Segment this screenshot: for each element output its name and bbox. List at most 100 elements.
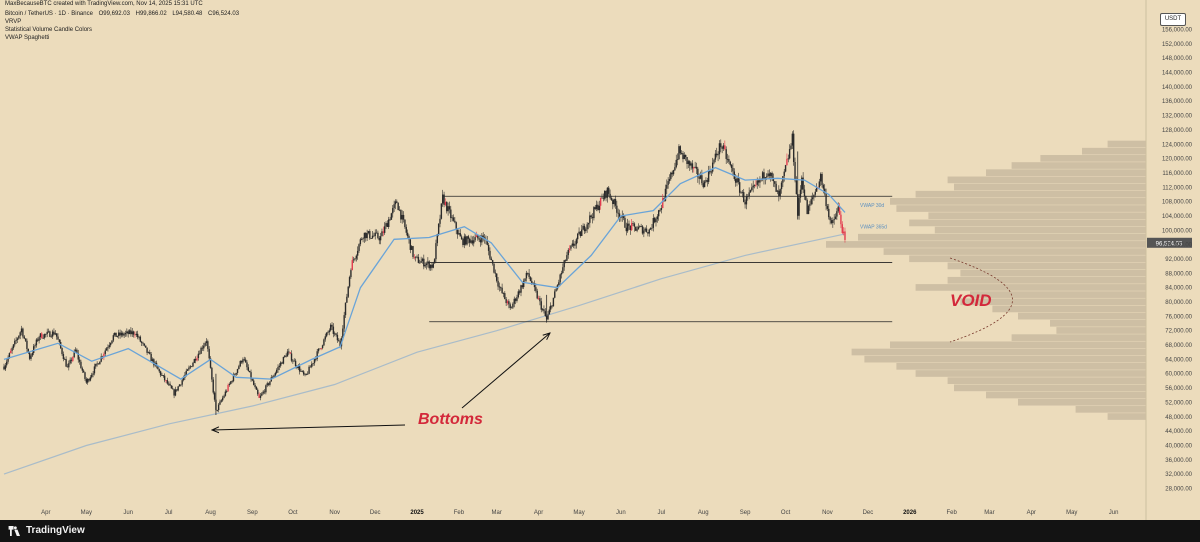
ohlc-high: H99,866.02: [135, 11, 167, 17]
candle-body: [169, 383, 171, 386]
candle: [227, 383, 229, 392]
candle: [7, 355, 9, 364]
candle: [459, 229, 461, 237]
candle-body: [255, 386, 258, 390]
price-tick-label: 132,000.00: [1162, 114, 1193, 120]
candle-body: [162, 375, 164, 376]
candle: [648, 228, 650, 237]
candle-body: [648, 229, 650, 234]
candle: [640, 223, 642, 228]
candle-body: [657, 210, 660, 217]
candle-body: [714, 153, 717, 160]
candle-body: [494, 272, 497, 274]
candle: [504, 291, 506, 300]
candle-body: [675, 159, 677, 168]
candle-body: [505, 299, 507, 304]
candle-body: [487, 244, 490, 251]
candle-body: [440, 203, 443, 219]
candle-body: [31, 353, 34, 356]
candle: [228, 382, 231, 387]
candle: [86, 377, 89, 385]
candle-body: [219, 401, 221, 405]
candle: [725, 146, 727, 165]
candle-body: [321, 345, 324, 349]
indicator-volume-candle-colors[interactable]: Statistical Volume Candle Colors: [5, 27, 93, 33]
candle: [518, 289, 521, 295]
candle-body: [732, 167, 734, 172]
candle-body: [199, 353, 201, 355]
candle: [82, 369, 85, 373]
candle: [628, 220, 630, 230]
candle: [378, 235, 380, 245]
candle: [335, 332, 337, 337]
candle: [752, 180, 754, 193]
candle-body: [713, 159, 715, 163]
candle-body: [313, 359, 316, 364]
time-tick-label: Jul: [165, 510, 173, 516]
price-axis[interactable]: 156,000.00 152,000.00 148,000.00 144,000.00…: [1145, 0, 1193, 520]
time-axis[interactable]: Apr May Jun Jul Aug Sep Oct Nov Dec 2025 Feb Mar Apr…: [41, 510, 1118, 516]
candle: [722, 143, 725, 152]
indicator-vrvp[interactable]: VRVP: [5, 19, 22, 25]
candle: [450, 205, 452, 222]
candle-body: [311, 363, 313, 367]
candle-body: [745, 196, 748, 205]
candle: [474, 233, 476, 242]
candle-body: [73, 351, 75, 358]
candle-body: [84, 372, 86, 379]
candle: [147, 351, 150, 354]
last-price-label: 96,524.03: [1156, 241, 1183, 247]
candle: [242, 357, 244, 365]
candle-body: [338, 340, 340, 342]
candle-body: [116, 335, 119, 337]
candle-body: [603, 190, 606, 199]
candle: [635, 226, 637, 232]
candle: [451, 214, 453, 222]
candle-body: [525, 272, 528, 279]
candle: [26, 338, 28, 353]
candle: [805, 195, 807, 201]
candle: [178, 383, 181, 387]
candle-body: [211, 367, 213, 380]
volume-profile-bar: [986, 169, 1146, 177]
candle-body: [122, 332, 124, 336]
candle-body: [450, 209, 452, 219]
candle-body: [389, 219, 391, 221]
candle-body: [212, 379, 214, 393]
candle-body: [278, 365, 281, 368]
candle: [209, 356, 212, 369]
candle-body: [429, 264, 432, 269]
candle: [311, 361, 313, 369]
candle-body: [664, 188, 667, 201]
candle-body: [821, 173, 823, 186]
candle-body: [231, 381, 233, 382]
candle-body: [263, 391, 266, 393]
candle-body: [257, 389, 259, 395]
candle-body: [216, 409, 218, 411]
candle: [803, 184, 806, 200]
candle-body: [427, 261, 429, 264]
candle: [818, 178, 821, 189]
symbol-name[interactable]: Bitcoin / TetherUS · 1D · Binance: [5, 11, 93, 17]
candle-body: [787, 158, 789, 160]
candle: [574, 241, 576, 249]
candle-body: [832, 220, 834, 224]
price-tick-label: 96,000.00: [1165, 243, 1192, 249]
candle-body: [566, 255, 568, 261]
candle-body: [42, 337, 44, 339]
candle: [409, 239, 412, 254]
indicator-vwap-spaghetti[interactable]: VWAP Spaghetti: [5, 35, 50, 41]
candle-body: [718, 143, 721, 155]
candle: [559, 273, 561, 287]
candle: [645, 225, 648, 233]
candle: [590, 214, 592, 219]
candle: [417, 254, 420, 264]
candle-body: [844, 231, 846, 240]
currency-selector[interactable]: USDT: [1160, 13, 1186, 26]
candle: [609, 189, 611, 200]
candle: [331, 322, 333, 331]
candle: [351, 256, 353, 271]
candle: [446, 201, 448, 214]
candle: [643, 227, 645, 238]
